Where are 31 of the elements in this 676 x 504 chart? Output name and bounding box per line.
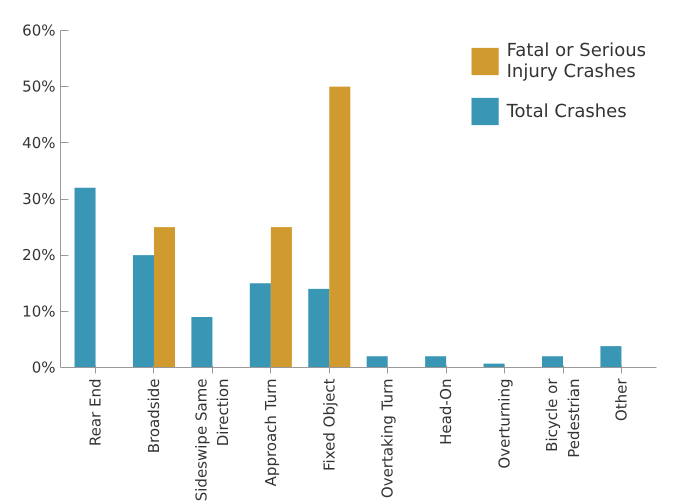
y-tick-label: 20% [22,246,56,264]
x-tick-label: Bicycle or Pedestrian [543,378,583,458]
x-tick-label: Head-On [437,378,456,445]
bar [542,356,564,368]
x-tick-label: Sideswipe Same Direction [192,378,232,502]
bar [74,188,96,368]
x-tick-label: Broadside [144,378,163,454]
bar [329,86,350,368]
legend-label: Fatal or Serious Injury Crashes [506,40,646,82]
y-tick-label: 0% [32,358,56,376]
bar [366,356,388,368]
x-tick-label: Fixed Object [320,378,338,471]
x-tick-label: Overtaking Turn [378,378,397,498]
x-tick-label: Rear End [86,378,105,446]
bar [132,255,154,368]
y-tick-label: 30% [22,190,56,208]
bar [250,283,271,368]
bar [191,316,212,368]
y-tick-label: 10% [22,302,56,320]
x-tick-label: Overturning [496,378,514,469]
legend-label: Total Crashes [506,100,627,122]
x-tick-label: Approach Turn [262,378,280,486]
y-tick-label: 40% [22,134,56,152]
bar [425,356,446,368]
x-tick-label: Other [612,378,630,422]
bar [154,227,176,368]
y-tick-label: 50% [22,78,56,96]
bar [600,346,622,368]
bar [270,227,292,368]
bar [308,288,330,368]
y-tick-label: 60% [22,22,56,40]
